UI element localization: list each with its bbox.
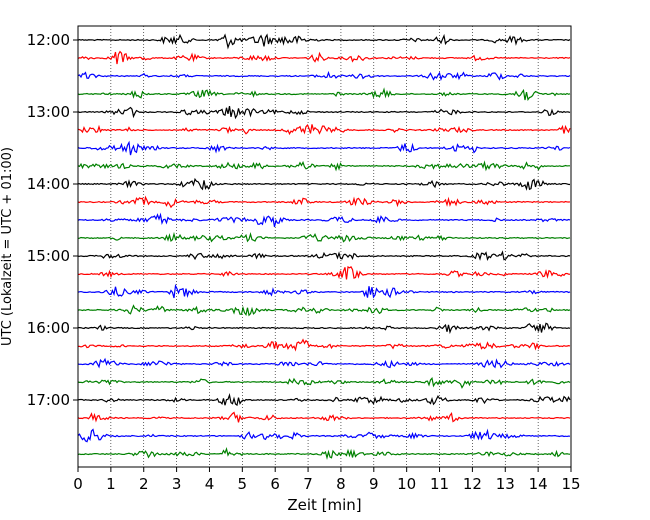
trace-line-8 bbox=[77, 160, 571, 172]
x-tick-label-9: 9 bbox=[369, 475, 379, 493]
trace-line-17 bbox=[77, 322, 571, 335]
y-axis-label: UTC (Lokalzeit = UTC + 01:00) bbox=[0, 147, 15, 346]
x-tick-label-3: 3 bbox=[172, 475, 182, 493]
trace-line-10 bbox=[77, 195, 571, 209]
trace-line-21 bbox=[77, 393, 571, 407]
trace-line-3 bbox=[77, 70, 571, 82]
trace-line-6 bbox=[77, 124, 571, 136]
x-tick-label-8: 8 bbox=[336, 475, 346, 493]
trace-line-14 bbox=[77, 266, 571, 280]
trace-line-22 bbox=[77, 411, 571, 423]
trace-line-2 bbox=[77, 50, 571, 65]
plot-frame bbox=[77, 25, 572, 468]
x-tick-label-13: 13 bbox=[496, 475, 515, 493]
y-tick-label-12:00: 12:00 bbox=[27, 31, 70, 49]
y-tick-label-14:00: 14:00 bbox=[27, 175, 70, 193]
x-tick-label-6: 6 bbox=[270, 475, 280, 493]
trace-line-15 bbox=[77, 283, 571, 299]
y-tick-label-15:00: 15:00 bbox=[27, 247, 70, 265]
y-tick-label-13:00: 13:00 bbox=[27, 103, 70, 121]
trace-line-16 bbox=[77, 304, 571, 317]
x-tick-label-10: 10 bbox=[397, 475, 416, 493]
y-tick-label-17:00: 17:00 bbox=[27, 391, 70, 409]
trace-line-20 bbox=[77, 377, 571, 389]
x-tick-label-4: 4 bbox=[205, 475, 215, 493]
x-tick-label-0: 0 bbox=[73, 475, 83, 493]
x-tick-label-14: 14 bbox=[529, 475, 548, 493]
trace-line-9 bbox=[77, 177, 571, 191]
x-tick-label-15: 15 bbox=[561, 475, 580, 493]
x-tick-label-11: 11 bbox=[430, 475, 449, 493]
x-tick-label-12: 12 bbox=[463, 475, 482, 493]
x-tick-label-7: 7 bbox=[303, 475, 313, 493]
x-tick-label-5: 5 bbox=[238, 475, 248, 493]
trace-line-23 bbox=[77, 428, 571, 443]
trace-line-19 bbox=[77, 357, 571, 369]
trace-line-18 bbox=[77, 338, 571, 352]
trace-line-1 bbox=[77, 33, 571, 50]
trace-lines bbox=[77, 33, 571, 461]
trace-line-7 bbox=[77, 140, 571, 156]
trace-line-24 bbox=[77, 447, 571, 461]
trace-line-13 bbox=[77, 250, 571, 261]
y-axis-ticks: 12:00 13:00 14:00 15:00 16:00 17:00 bbox=[27, 31, 78, 409]
x-tick-label-2: 2 bbox=[139, 475, 149, 493]
trace-line-12 bbox=[77, 231, 571, 243]
y-tick-label-16:00: 16:00 bbox=[27, 319, 70, 337]
x-axis-ticks: 0 1 2 3 4 5 6 7 8 9 10 11 12 13 14 15 bbox=[73, 467, 581, 493]
trace-line-11 bbox=[77, 212, 571, 227]
x-axis-label: Zeit [min] bbox=[287, 496, 361, 514]
trace-line-5 bbox=[77, 105, 571, 120]
x-tick-label-1: 1 bbox=[106, 475, 116, 493]
trace-line-4 bbox=[77, 87, 571, 101]
